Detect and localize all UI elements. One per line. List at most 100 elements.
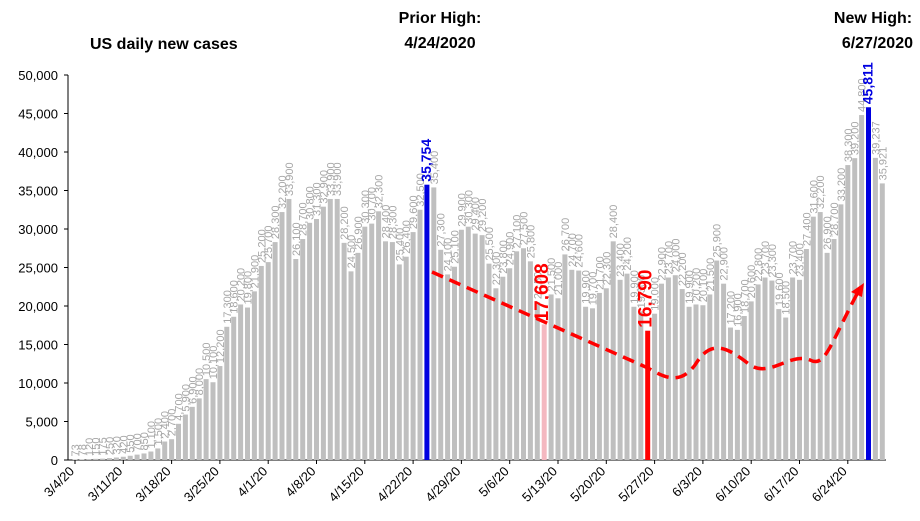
data-label: 19,000	[650, 277, 662, 311]
bar	[217, 366, 223, 460]
data-label: 44,800	[857, 78, 869, 112]
x-tick-label: 4/29/20	[422, 464, 463, 505]
bar	[293, 259, 299, 460]
data-label: 2,400	[160, 411, 172, 439]
y-tick-label: 25,000	[18, 261, 58, 276]
data-label: 19,300	[636, 275, 648, 309]
bar	[203, 379, 209, 460]
bar	[265, 262, 271, 460]
y-tick-label: 20,000	[18, 299, 58, 314]
bar	[389, 242, 395, 460]
bar	[369, 223, 375, 460]
bar	[769, 280, 775, 460]
bar	[196, 398, 202, 460]
bar	[176, 423, 181, 460]
bar	[693, 304, 699, 460]
data-label: 32,900	[318, 170, 330, 204]
bar	[507, 268, 513, 460]
bar	[251, 291, 257, 460]
data-label: 25,500	[484, 227, 496, 261]
data-label: 19,600	[774, 272, 786, 306]
y-tick-label: 50,000	[18, 68, 58, 83]
bar	[790, 277, 796, 460]
bar	[576, 270, 582, 460]
data-label: 550	[125, 434, 137, 452]
bar	[431, 187, 437, 461]
annotation: 6/27/2020	[842, 35, 913, 52]
bar	[134, 454, 140, 460]
x-tick-label: 3/25/20	[181, 464, 222, 505]
data-label: 320	[111, 436, 123, 454]
data-label: 23,700	[788, 241, 800, 275]
data-label: 24,900	[505, 232, 517, 266]
data-label: 18,700	[739, 279, 751, 313]
data-label: 20,600	[746, 265, 758, 299]
data-label: 175	[98, 437, 110, 455]
annotation: Prior High:	[399, 10, 482, 27]
data-label: 33,900	[332, 162, 344, 196]
data-label: 26,700	[560, 218, 572, 252]
data-label: 6,900	[187, 376, 199, 404]
bar	[596, 292, 602, 460]
annotation: 4/24/2020	[404, 35, 475, 52]
x-tick-label: 3/11/20	[85, 464, 126, 505]
y-tick-label: 15,000	[18, 338, 58, 353]
bar	[169, 439, 175, 460]
bar	[479, 235, 485, 460]
data-label: 35,754	[418, 139, 434, 182]
data-label: 12,200	[215, 329, 227, 363]
data-label: 20,100	[698, 269, 710, 303]
bar	[493, 288, 499, 460]
y-tick-label: 5,000	[25, 415, 58, 430]
data-label: 19,900	[684, 270, 696, 304]
data-label: 24,000	[670, 239, 682, 273]
bar	[652, 313, 658, 460]
x-tick-label: 6/10/20	[712, 464, 753, 505]
bar	[210, 382, 216, 460]
bar	[714, 260, 720, 460]
data-label: 24,200	[622, 237, 634, 271]
bar	[141, 453, 147, 460]
bar	[465, 226, 471, 460]
bar	[472, 233, 478, 460]
bar	[100, 458, 106, 460]
bar	[741, 316, 747, 460]
bar	[817, 212, 823, 460]
data-label: 17,300	[222, 290, 234, 324]
bar	[245, 307, 250, 460]
bar	[341, 242, 347, 460]
bar	[631, 306, 637, 460]
bar	[314, 218, 319, 460]
chart-title: US daily new cases	[90, 36, 238, 53]
x-tick-label: 3/4/20	[41, 464, 77, 500]
bar	[617, 279, 623, 460]
data-label: 23,400	[615, 243, 627, 277]
data-label: 28,700	[298, 202, 310, 236]
data-label: 1,100	[146, 421, 158, 449]
data-label: 32,200	[815, 175, 827, 209]
data-label: 24,100	[443, 238, 455, 272]
data-label: 22,300	[491, 252, 503, 286]
bar	[734, 329, 740, 460]
bar	[258, 265, 264, 460]
data-label: 22,900	[719, 247, 731, 281]
data-label: 19,800	[243, 271, 255, 305]
bar	[755, 284, 761, 460]
annotation: New High:	[834, 10, 912, 27]
data-label: 33,900	[284, 162, 296, 196]
data-label: 24,500	[346, 235, 358, 269]
bar	[127, 455, 133, 460]
data-label: 5,900	[180, 384, 192, 412]
y-tick-label: 30,000	[18, 222, 58, 237]
bar	[534, 302, 540, 460]
data-label: 23,400	[795, 243, 807, 277]
data-label: 29,900	[456, 193, 468, 227]
data-label: 23,300	[767, 244, 779, 278]
data-label: 23,700	[663, 241, 675, 275]
bar	[707, 294, 713, 460]
bar	[458, 229, 464, 460]
bar	[831, 239, 837, 460]
bar	[721, 283, 727, 460]
data-label: 29,400	[470, 197, 482, 231]
